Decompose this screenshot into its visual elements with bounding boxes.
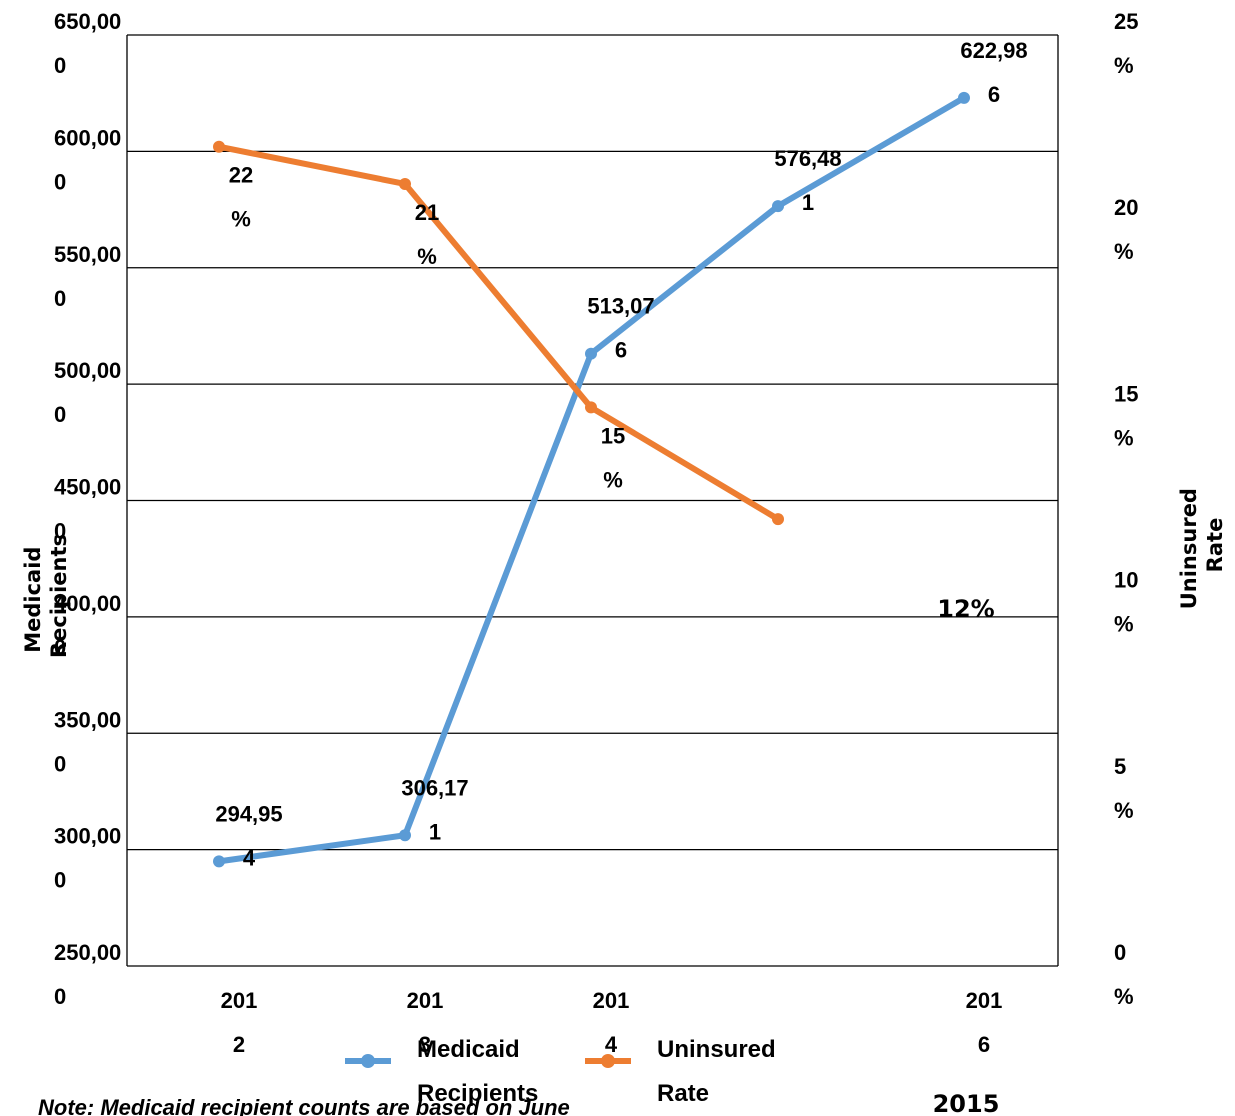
right-tick-label-3: 15% [1114, 381, 1138, 450]
left-tick-label-4: 450,00 0 [54, 475, 121, 544]
left-tick-label-2: 350,00 0 [54, 707, 121, 776]
category-2015-label: 2015 [933, 1090, 1000, 1116]
right-axis-title: Uninsured Rate [1177, 481, 1227, 610]
series-0-label-2014: 513,07 6 [587, 294, 654, 363]
data-labels: 294,95 4 306,17 1 513,07 6 576,48 1 622,98 6 22% 21… [215, 38, 1027, 870]
series-1-label-2012: 22% [229, 163, 253, 232]
series-0-label-2016: 622,98 6 [960, 38, 1027, 107]
series-0-point-2013 [399, 829, 411, 842]
right-axis-tick-labels: 0 % 5 % 10 % 15 % 20 % 25% [1114, 9, 1138, 1009]
legend-label-0: Medicaid Recipients [417, 1036, 538, 1107]
left-axis-title: Medicaid Recipients [21, 534, 71, 658]
series-1-point-2012 [213, 140, 225, 153]
series-0-label-2013: 306,17 1 [401, 775, 468, 844]
legend: Medicaid Recipients Uninsured Rate [345, 1036, 776, 1107]
left-tick-label-3: 400,00 0 [54, 591, 121, 660]
series-0-point-2014 [585, 347, 597, 360]
left-tick-label-8: 650,00 0 [54, 9, 121, 78]
x-axis-tick-labels: 201 2 201 3 201 4 201 6 [221, 988, 1003, 1057]
series-1-point-2015 [772, 513, 784, 526]
gridlines [127, 150, 1058, 851]
x-tick-label-2016: 201 6 [966, 988, 1003, 1057]
series-1-point-2013 [399, 177, 411, 190]
series-line-0 [216, 94, 967, 865]
plot-frame [126, 34, 1059, 967]
series-1-label-2014: 15% [601, 423, 625, 492]
series-0-point-2015 [772, 200, 784, 213]
left-tick-label-1: 300,00 0 [54, 824, 121, 893]
right-tick-label-2: 10% [1114, 568, 1138, 637]
legend-swatch-marker-1 [601, 1054, 615, 1068]
left-tick-label-7: 600,00 0 [54, 125, 121, 194]
series-0-point-2012 [213, 855, 225, 868]
right-tick-label-4: 20% [1114, 195, 1138, 264]
series-0-label-2012: 294,95 4 [215, 801, 282, 870]
series-0-point-2016 [958, 91, 970, 104]
right-tick-label-1: 5% [1114, 754, 1134, 823]
left-axis-tick-labels: 250,00 0 300,00 0 350,00 0 400,00 0 450,00 0 500,0… [54, 9, 121, 1009]
series-lines [213, 91, 970, 868]
x-tick-label-2013: 201 3 [407, 988, 444, 1057]
left-tick-label-0: 250,00 0 [54, 940, 121, 1009]
x-tick-label-2014: 201 4 [593, 988, 630, 1057]
footnote: Note: Medicaid recipient counts are base… [38, 1095, 570, 1116]
right-tick-label-5: 25% [1114, 9, 1138, 78]
right-tick-label-0: 0% [1114, 940, 1134, 1009]
uninsured-2015-label: 12% [937, 595, 994, 623]
x-tick-label-2012: 201 2 [221, 988, 258, 1057]
legend-swatch-marker-0 [361, 1054, 375, 1068]
series-1-point-2014 [585, 401, 597, 414]
left-tick-label-6: 550,00 0 [54, 242, 121, 311]
left-tick-label-5: 500,00 0 [54, 358, 121, 427]
legend-label-1: Uninsured Rate [657, 1036, 776, 1107]
series-0-label-2015: 576,48 1 [774, 146, 841, 215]
series-line-1 [216, 143, 781, 523]
series-1-label-2013: 21% [415, 200, 439, 269]
